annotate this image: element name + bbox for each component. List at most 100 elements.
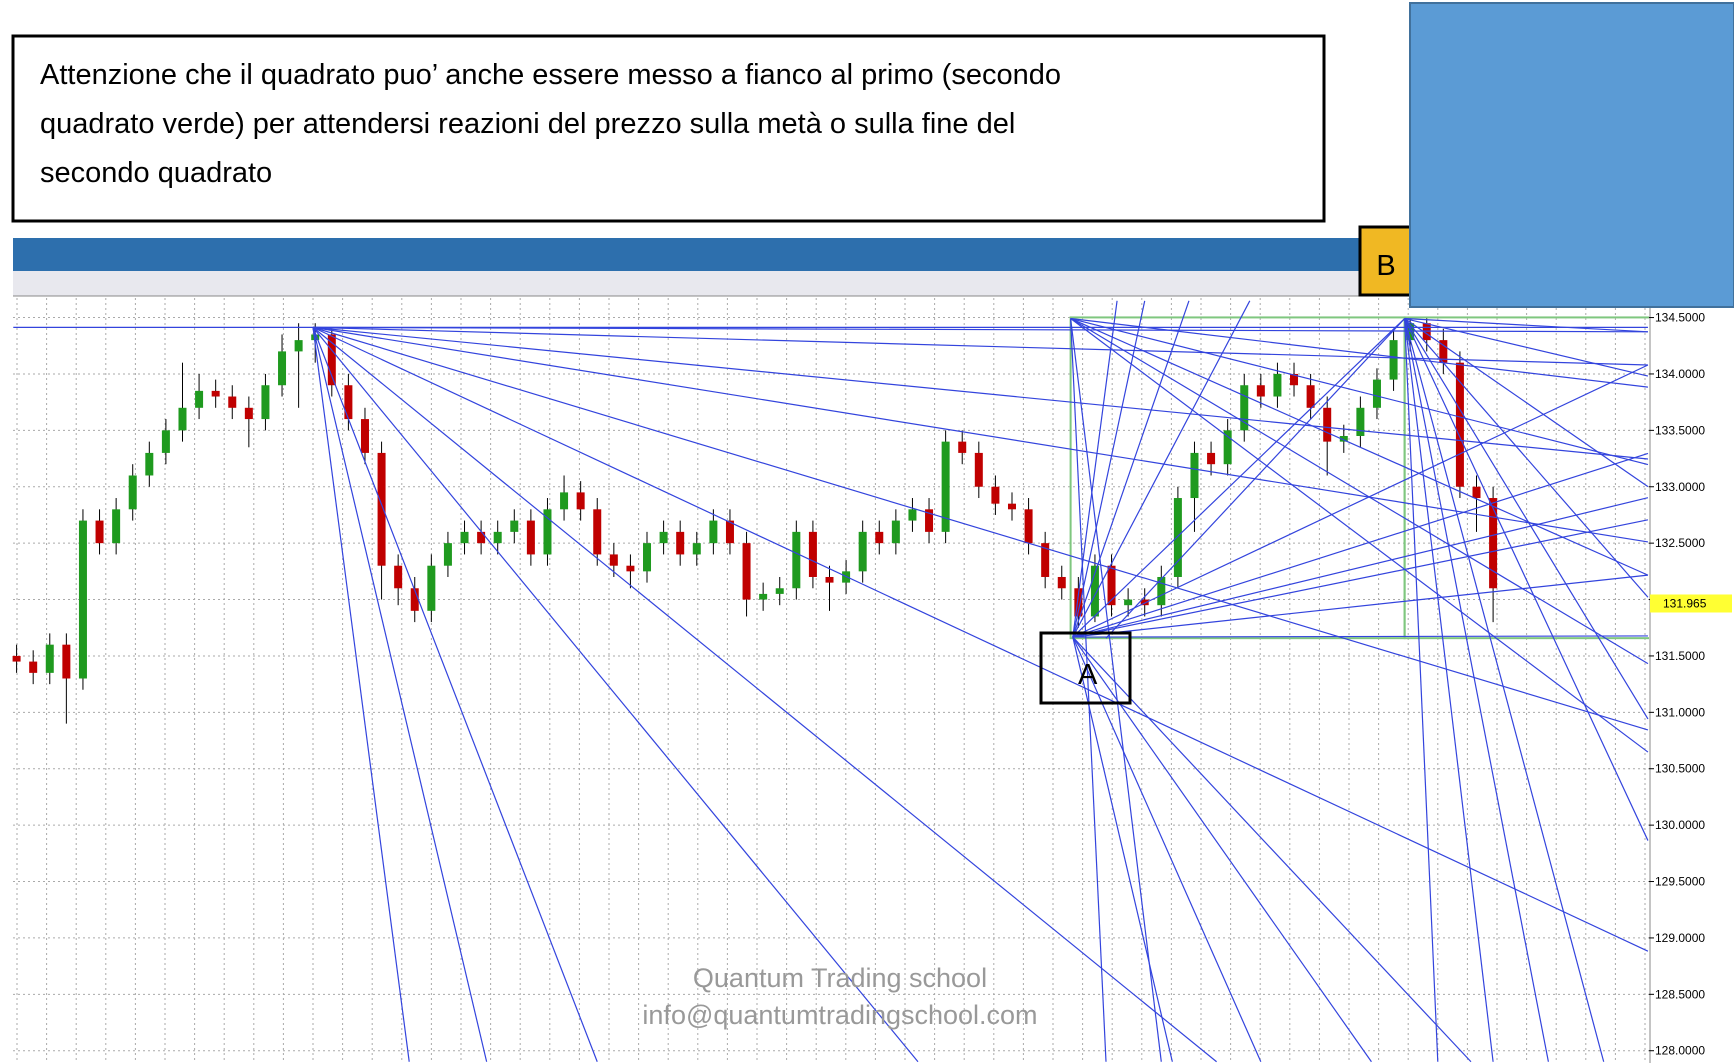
candle-body (1240, 385, 1249, 431)
y-tick-label: 130.0000 (1655, 818, 1705, 832)
label-b: B (1376, 250, 1395, 282)
candle-body (609, 554, 618, 566)
candle-body (443, 543, 452, 566)
candle-body (327, 334, 336, 386)
fan-line (1072, 300, 1190, 638)
note-line: secondo quadrato (40, 157, 272, 189)
candle-body (377, 452, 386, 566)
fan-line (1404, 318, 1494, 1062)
fan-line (312, 326, 1649, 731)
fan-line (1072, 364, 1649, 638)
fan-line (312, 327, 598, 1062)
candle-body (991, 486, 1000, 504)
candle-body (725, 520, 734, 544)
candle-body (460, 531, 469, 544)
candle-body (1339, 435, 1348, 442)
fan-line (1070, 317, 1649, 466)
candle-body (925, 509, 934, 532)
candle-body (1007, 503, 1016, 510)
candle-body (294, 340, 303, 352)
candle-body (676, 531, 685, 555)
candle-body (1057, 576, 1066, 589)
fan-line (1070, 317, 1649, 576)
candle-body (278, 351, 287, 386)
y-tick-label: 129.5000 (1655, 875, 1705, 889)
y-tick-label: 128.0000 (1655, 1044, 1705, 1058)
candle-body (1157, 576, 1166, 606)
fan-line (1070, 318, 1107, 1062)
candle-body (543, 509, 552, 555)
candle-body (576, 492, 585, 510)
fan-line (1070, 317, 1649, 388)
fan-line (1072, 636, 1372, 1063)
candle-body (974, 452, 983, 487)
candle-body (1041, 543, 1050, 577)
candle-body (1273, 373, 1282, 397)
candle-body (626, 565, 635, 572)
candle-body (792, 531, 801, 589)
candle-body (112, 509, 121, 544)
label-box-a (1039, 631, 1132, 705)
candle-body (477, 531, 486, 544)
fan-line (1072, 636, 1472, 1063)
candle-body (958, 441, 967, 453)
note-box (11, 34, 1326, 223)
candle-body (360, 419, 369, 453)
fan-line (1072, 519, 1649, 638)
candle-body (344, 385, 353, 420)
fan-line (312, 326, 1648, 460)
candle-body (709, 520, 718, 544)
candle-body (394, 565, 403, 589)
price-tag-label: 131.965 (1663, 596, 1707, 610)
fan-line (312, 326, 1649, 952)
fan-line (1404, 318, 1439, 1062)
title-bar (13, 238, 1413, 271)
fan-line (1072, 300, 1146, 638)
candle-body (145, 452, 154, 476)
candle-body (510, 520, 519, 532)
candle-body (1290, 373, 1299, 386)
fan-line (1072, 497, 1649, 638)
candle-body (1090, 565, 1099, 617)
fan-line (312, 326, 1648, 366)
fan-line (1404, 318, 1605, 1062)
y-tick-label: 131.0000 (1655, 705, 1705, 719)
candle-body (1323, 407, 1332, 442)
fan-line (312, 326, 1649, 543)
candle-body (211, 390, 220, 397)
candle-body (560, 492, 569, 510)
fan-line (312, 326, 1217, 1063)
candle-body (95, 520, 104, 544)
fan-line (1070, 318, 1162, 1062)
fan-line (1072, 574, 1649, 638)
gann-fans (13, 300, 1649, 1063)
candle-body (493, 531, 502, 544)
blue-shape (1409, 2, 1734, 308)
y-tick-label: 133.0000 (1655, 480, 1705, 494)
fan-line (1070, 318, 1649, 665)
y-tick-label: 131.5000 (1655, 649, 1705, 663)
green-square (1403, 316, 1649, 640)
y-tick-label: 129.0000 (1655, 931, 1705, 945)
fan-line (312, 327, 488, 1062)
fan-line (1404, 317, 1649, 377)
candle-body (875, 531, 884, 544)
candle-body (1372, 379, 1381, 408)
candle-body (1256, 385, 1265, 397)
fan-line (1404, 318, 1549, 1062)
candle-body (526, 520, 535, 555)
price-tag (1650, 594, 1732, 613)
fan-line (1072, 636, 1262, 1063)
candle-body (78, 520, 87, 679)
candle-body (692, 543, 701, 555)
fan-line (1404, 318, 1649, 841)
candle-body (759, 593, 768, 600)
y-tick-label: 134.5000 (1655, 311, 1705, 325)
candle-body (1439, 340, 1448, 363)
fan-line (1404, 318, 1649, 598)
fan-line (1070, 318, 1649, 753)
watermark: info@quantumtradingschool.com (642, 1000, 1037, 1030)
y-tick-label: 132.5000 (1655, 536, 1705, 550)
candle-body (12, 655, 21, 662)
fan-line (312, 327, 410, 1062)
